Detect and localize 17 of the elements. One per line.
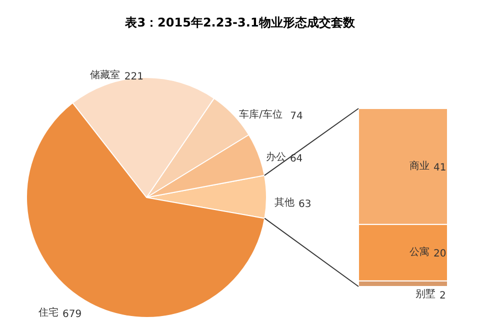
data-label: 20 — [434, 248, 446, 260]
data-label: 64 — [290, 154, 303, 164]
slice-label: 车库/车位 — [239, 108, 283, 121]
data-label: 221 — [124, 72, 144, 83]
series-label: 商业 — [410, 160, 430, 172]
data-label: 679 — [62, 309, 82, 320]
data-label: 74 — [290, 111, 303, 122]
data-label: 41 — [434, 162, 446, 174]
slice-label: 住宅 — [38, 306, 59, 319]
slice-label: 储藏室 — [90, 69, 120, 82]
data-label: 2 — [440, 290, 446, 302]
series-label: 公寓 — [410, 246, 430, 258]
chart-title: 表3：2015年2.23-3.1物业形态成交套数 — [124, 16, 356, 30]
slice-label: 办公 — [266, 151, 286, 163]
series-label: 别墅 — [416, 289, 436, 300]
data-label: 63 — [298, 198, 312, 210]
slice-label: 其他 — [274, 196, 294, 208]
